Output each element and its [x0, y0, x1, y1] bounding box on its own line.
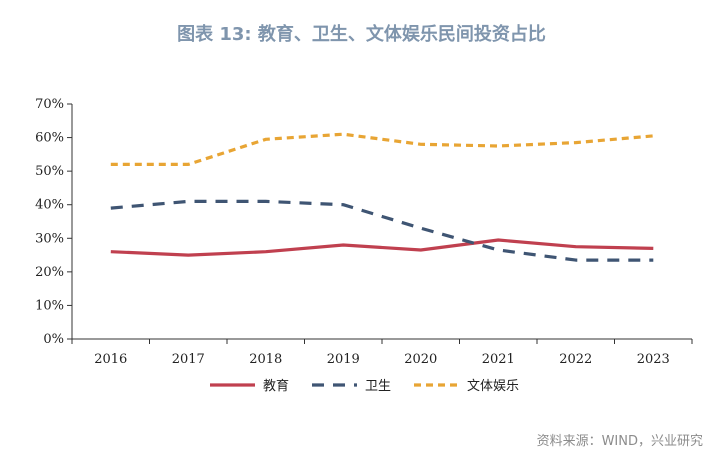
series-layer — [110, 132, 654, 262]
x-tick-label: 2019 — [327, 352, 360, 367]
x-tick-label: 2016 — [94, 352, 127, 367]
x-tick-label: 2018 — [249, 352, 282, 367]
x-tick-label: 2021 — [482, 352, 515, 367]
y-tick-label: 10% — [35, 298, 64, 313]
y-tick-label: 60% — [35, 131, 64, 146]
y-tick-label: 40% — [35, 198, 64, 213]
y-tick-label: 20% — [35, 265, 64, 280]
legend-label-1: 教育 — [263, 378, 289, 394]
series-line-2 — [110, 199, 654, 262]
source-note: 资料来源：WIND，兴业研究 — [536, 434, 703, 449]
legend-label-2: 卫生 — [365, 379, 391, 394]
y-tick-label: 0% — [43, 332, 64, 347]
axes: 0% 10% 20% 30% 40% 50% 60% 70% 2016 2017 2018 2019 2… — [35, 97, 693, 367]
y-tick-label: 30% — [35, 231, 64, 246]
x-tick-label: 2023 — [637, 352, 670, 367]
legend: 教育 卫生 文体娱乐 — [210, 378, 519, 394]
x-tick-label: 2020 — [404, 352, 437, 367]
chart-title: 图表 13: 教育、卫生、文体娱乐民间投资占比 — [177, 24, 546, 45]
y-tick-label: 70% — [35, 97, 64, 112]
y-tick-label: 50% — [35, 164, 64, 179]
series-line-3 — [110, 132, 654, 166]
x-tick-label: 2017 — [172, 352, 205, 367]
series-line-1 — [110, 238, 654, 257]
legend-label-3: 文体娱乐 — [467, 379, 519, 394]
x-tick-label: 2022 — [559, 352, 592, 367]
